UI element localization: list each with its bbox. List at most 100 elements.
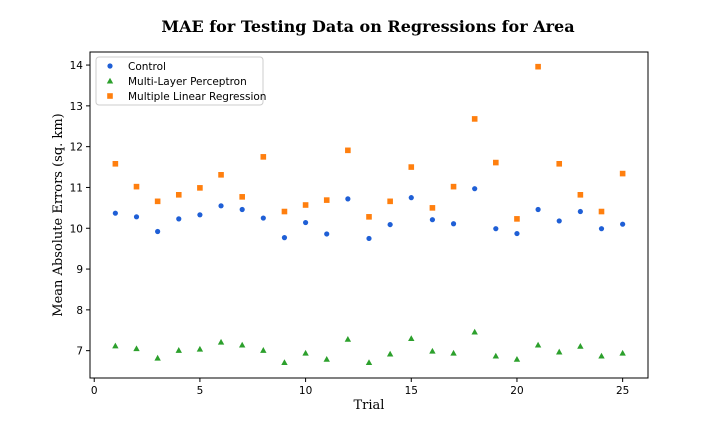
control-point — [197, 212, 203, 218]
multi-layer-perceptron-point — [513, 356, 521, 362]
control-point — [429, 217, 436, 223]
y-tick-label: 7 — [76, 346, 83, 358]
legend-marker-multiple-linear-regression — [107, 93, 113, 99]
multi-layer-perceptron-point — [577, 342, 584, 349]
multi-layer-perceptron-point — [534, 341, 542, 348]
multiple-linear-regression-point — [281, 208, 288, 215]
y-tick-label: 10 — [70, 223, 83, 235]
data-points — [112, 63, 626, 366]
multiple-linear-regression-point — [471, 116, 478, 122]
multiple-linear-regression-point — [556, 160, 563, 167]
multi-layer-perceptron-point — [365, 359, 373, 366]
y-tick-label: 14 — [70, 60, 84, 72]
multi-layer-perceptron-point — [196, 345, 204, 352]
multiple-linear-regression-point — [197, 185, 203, 191]
multi-layer-perceptron-point — [281, 359, 288, 366]
y-tick-label: 12 — [70, 142, 83, 154]
x-tick-label: 15 — [405, 385, 418, 397]
multi-layer-perceptron-point — [302, 349, 309, 356]
multi-layer-perceptron-point — [471, 328, 478, 335]
multiple-linear-regression-point — [408, 164, 415, 170]
multiple-linear-regression-point — [450, 183, 457, 190]
x-axis-label: Trial — [354, 398, 385, 413]
control-point — [239, 206, 245, 213]
multiple-linear-regression-point — [154, 198, 161, 205]
legend-label-control: Control — [128, 61, 166, 73]
control-point — [366, 235, 372, 242]
legend-label-multiple-linear-regression: Multiple Linear Regression — [128, 91, 266, 103]
plot-area — [89, 51, 649, 379]
legend-box — [95, 56, 264, 106]
multi-layer-perceptron-point — [154, 354, 161, 361]
multi-layer-perceptron-point — [492, 352, 500, 359]
control-point — [324, 231, 330, 237]
control-point — [260, 215, 266, 221]
multiple-linear-regression-point — [514, 216, 520, 222]
control-point — [535, 206, 541, 213]
control-point — [472, 186, 478, 192]
control-point — [218, 203, 224, 209]
y-tick-label: 8 — [76, 305, 83, 317]
x-tick-label: 20 — [510, 385, 523, 397]
multi-layer-perceptron-point — [598, 352, 605, 359]
control-point — [133, 214, 140, 220]
control-point — [514, 230, 520, 237]
y-tick-label: 11 — [70, 182, 83, 194]
control-point — [620, 221, 626, 227]
control-point — [345, 196, 351, 202]
multiple-linear-regression-point — [619, 170, 626, 177]
control-point — [281, 235, 288, 241]
multi-layer-perceptron-point — [260, 347, 267, 353]
multiple-linear-regression-point — [493, 159, 499, 166]
control-point — [450, 221, 457, 227]
x-tick-label: 25 — [616, 385, 629, 397]
multiple-linear-regression-point — [175, 192, 182, 198]
multiple-linear-regression-point — [260, 154, 267, 160]
axis-ticks: 0 5 10 15 20 25 7 8 9 10 11 12 13 14 — [70, 60, 630, 397]
chart-title: MAE for Testing Data on Regressions for … — [161, 17, 574, 36]
multi-layer-perceptron-point — [175, 347, 182, 353]
x-tick-label: 5 — [197, 385, 204, 397]
multiple-linear-regression-point — [218, 172, 224, 178]
multiple-linear-regression-point — [577, 192, 584, 198]
multiple-linear-regression-point — [387, 198, 393, 205]
multiple-linear-regression-point — [345, 147, 351, 154]
control-point — [598, 226, 605, 232]
multi-layer-perceptron-point — [133, 345, 140, 352]
multiple-linear-regression-point — [429, 205, 436, 211]
multiple-linear-regression-point — [133, 183, 140, 190]
multi-layer-perceptron-point — [217, 338, 225, 345]
multiple-linear-regression-point — [598, 208, 605, 215]
control-point — [387, 221, 393, 228]
legend-label-multi-layer-perceptron: Multi-Layer Perceptron — [128, 76, 247, 88]
multi-layer-perceptron-point — [408, 335, 415, 341]
legend-marker-control — [107, 63, 113, 69]
control-point — [493, 226, 499, 232]
multi-layer-perceptron-point — [344, 336, 352, 342]
control-point — [408, 195, 414, 201]
multi-layer-perceptron-point — [619, 349, 626, 356]
x-tick-label: 10 — [299, 385, 312, 397]
multi-layer-perceptron-point — [386, 350, 394, 357]
multiple-linear-regression-point — [112, 160, 119, 167]
control-point — [302, 219, 309, 226]
multi-layer-perceptron-point — [112, 342, 119, 349]
x-tick-label: 0 — [91, 385, 98, 397]
multiple-linear-regression-point — [302, 202, 309, 208]
multiple-linear-regression-point — [535, 63, 541, 70]
control-point — [577, 208, 583, 215]
control-point — [556, 218, 562, 224]
y-tick-label: 13 — [70, 101, 83, 113]
control-point — [155, 228, 161, 235]
control-point — [176, 216, 182, 222]
multi-layer-perceptron-point — [238, 341, 246, 348]
legend: Control Multi-Layer Perceptron Multiple Li… — [95, 56, 266, 106]
multiple-linear-regression-point — [239, 194, 245, 200]
multi-layer-perceptron-point — [429, 347, 436, 354]
multiple-linear-regression-point — [366, 214, 372, 220]
y-axis-label: Mean Absolute Errors (sq. km) — [51, 113, 66, 316]
multiple-linear-regression-point — [323, 197, 330, 203]
y-tick-label: 9 — [76, 264, 83, 276]
multi-layer-perceptron-point — [323, 356, 330, 362]
